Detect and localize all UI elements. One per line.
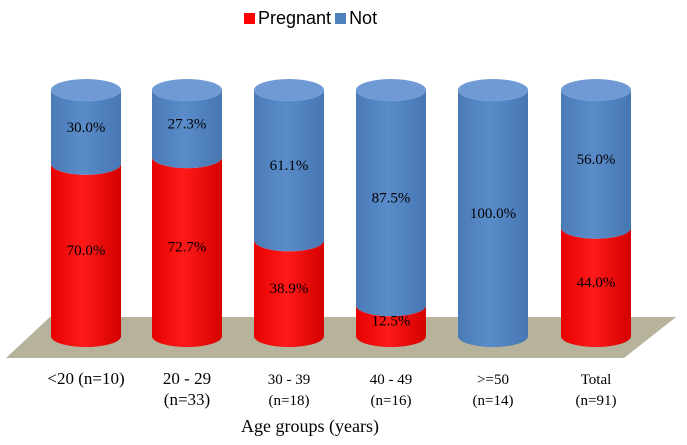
bar-cap-5 xyxy=(561,79,631,101)
bar-cap-1 xyxy=(152,79,222,101)
data-label-not-4: 100.0% xyxy=(470,206,516,222)
x-tick-label-1: 20 - 29 xyxy=(163,369,211,388)
bar-not-5 xyxy=(561,90,631,239)
data-label-not-0: 30.0% xyxy=(67,120,106,136)
x-tick-sublabel-5: (n=91) xyxy=(576,393,617,409)
data-label-not-5: 56.0% xyxy=(577,152,616,168)
x-tick-label-5: Total xyxy=(581,372,612,388)
bar-pregnant-2 xyxy=(254,240,324,347)
legend-swatch-not xyxy=(335,13,347,24)
legend-swatch-pregnant xyxy=(244,13,255,24)
data-label-not-2: 61.1% xyxy=(270,158,309,174)
bar-pregnant-1 xyxy=(152,157,222,347)
legend-label-pregnant: Pregnant xyxy=(258,8,332,28)
bar-not-0 xyxy=(51,90,121,175)
x-tick-sublabel-3: (n=16) xyxy=(371,393,412,409)
data-label-pregnant-5: 44.0% xyxy=(577,275,616,291)
x-tick-sublabel-4: (n=14) xyxy=(473,393,514,409)
bar-pregnant-0 xyxy=(51,163,121,347)
bar-pregnant-3 xyxy=(356,305,426,347)
bar-cap-0 xyxy=(51,79,121,101)
data-label-pregnant-2: 38.9% xyxy=(270,281,309,297)
data-label-not-3: 87.5% xyxy=(372,191,411,207)
legend-item-not: Not xyxy=(335,8,377,29)
bar-not-2 xyxy=(254,90,324,252)
data-label-not-1: 27.3% xyxy=(168,117,207,133)
x-tick-sublabel-2: (n=18) xyxy=(269,393,310,409)
legend: Pregnant Not xyxy=(244,8,381,29)
x-axis-title: Age groups (years) xyxy=(241,416,379,436)
bar-pregnant-5 xyxy=(561,227,631,347)
legend-item-pregnant: Pregnant xyxy=(244,8,331,29)
legend-label-not: Not xyxy=(349,8,378,28)
bar-not-3 xyxy=(356,90,426,317)
bar-cap-3 xyxy=(356,79,426,101)
data-label-pregnant-0: 70.0% xyxy=(67,243,106,259)
data-label-pregnant-1: 72.7% xyxy=(168,240,207,256)
bar-not-4 xyxy=(458,90,528,347)
x-tick-label-3: 40 - 49 xyxy=(370,372,413,388)
bar-cap-2 xyxy=(254,79,324,101)
x-tick-label-4: >=50 xyxy=(477,372,509,388)
bar-not-1 xyxy=(152,90,222,169)
x-tick-sublabel-1: (n=33) xyxy=(164,390,210,409)
data-label-pregnant-3: 12.5% xyxy=(372,314,411,330)
x-tick-label-0: <20 (n=10) xyxy=(47,369,124,388)
bar-cap-4 xyxy=(458,79,528,101)
x-tick-label-2: 30 - 39 xyxy=(268,372,311,388)
